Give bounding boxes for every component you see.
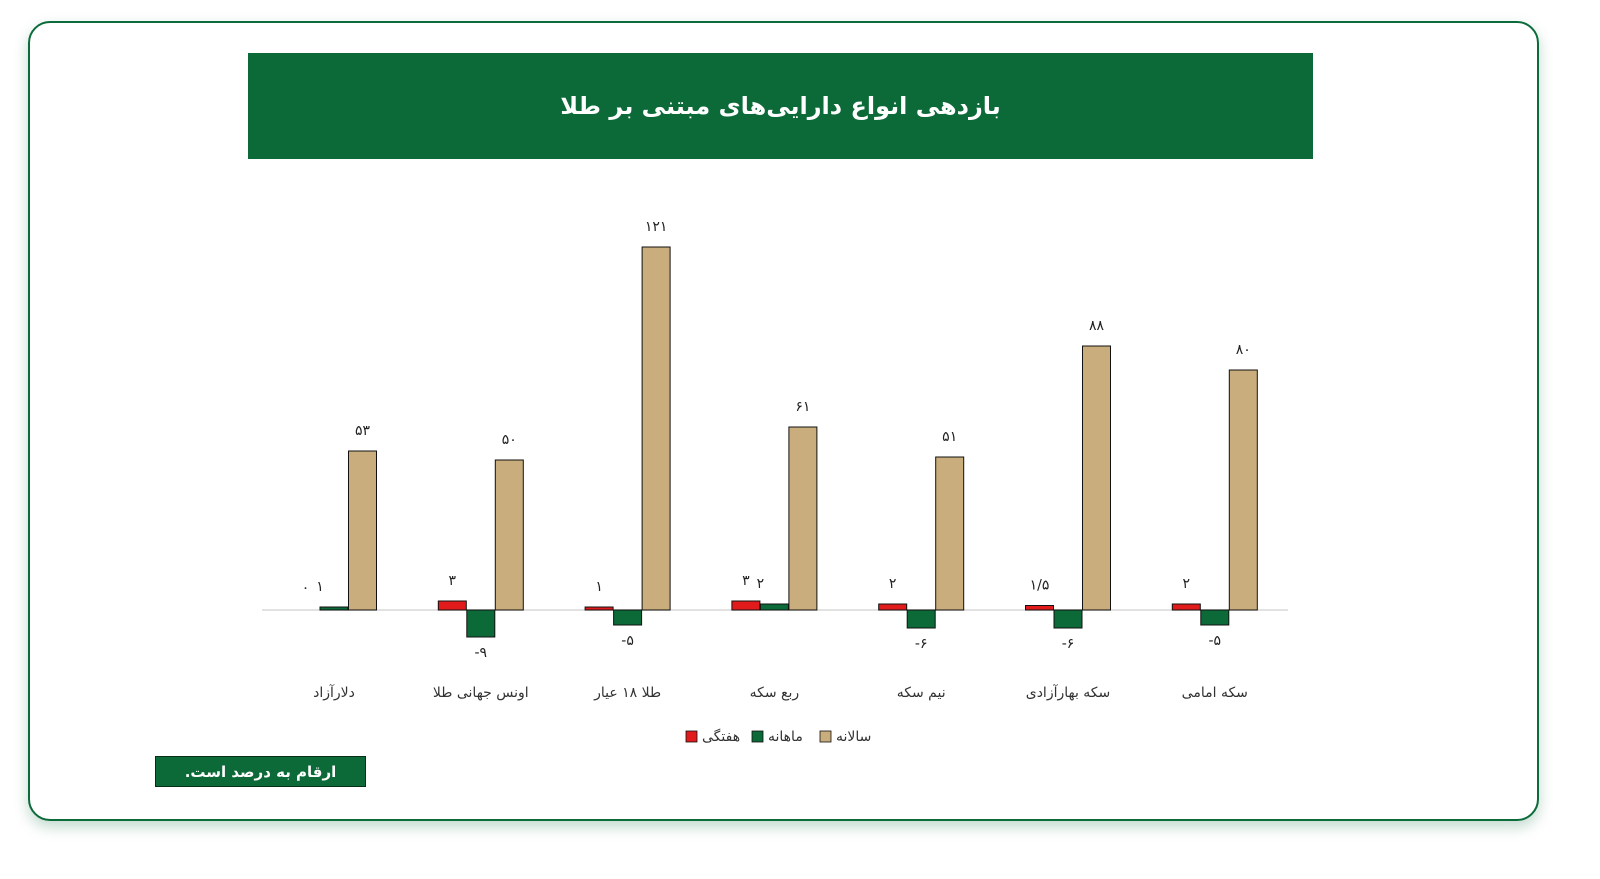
bar-monthly — [466, 609, 496, 638]
legend-label: سالانه — [836, 729, 871, 745]
data-label: ۲ — [889, 576, 897, 592]
legend-swatch — [751, 730, 764, 743]
legend-label: هفتگی — [702, 728, 740, 745]
data-label: ۶۱ — [795, 399, 810, 415]
data-label: ۳ — [742, 573, 750, 589]
footnote-box: ارقام به درصد است. — [155, 756, 366, 787]
title-banner: بازدهی انواع دارایی‌های مبتنی بر طلا — [248, 53, 1313, 159]
data-label: ۲ — [1183, 576, 1191, 592]
data-label: -۹ — [475, 645, 488, 661]
data-label: ۵۰ — [502, 432, 517, 448]
data-label: ۲ — [757, 576, 765, 592]
bar-monthly — [319, 606, 349, 611]
data-label: ۰ — [302, 580, 310, 596]
data-label: ۱۲۱ — [645, 219, 668, 235]
bar-weekly — [584, 606, 614, 611]
category-label: ربع سکه — [750, 685, 800, 701]
legend-swatch — [819, 730, 832, 743]
data-label: -۵ — [621, 633, 634, 649]
category-label: سکه امامی — [1182, 685, 1248, 701]
category-label: اونس جهانی طلا — [433, 685, 529, 701]
data-label: ۸۰ — [1236, 342, 1251, 358]
footnote-text: ارقام به درصد است. — [184, 762, 337, 781]
bar-yearly — [1082, 345, 1111, 611]
data-label: ۸۸ — [1089, 318, 1105, 334]
data-label: -۶ — [1062, 636, 1075, 652]
bar-monthly — [613, 609, 643, 626]
category-label: طلا ۱۸ عیار — [593, 685, 661, 701]
bar-yearly — [348, 450, 377, 611]
data-label: ۵۱ — [942, 429, 957, 445]
chart-title: بازدهی انواع دارایی‌های مبتنی بر طلا — [560, 92, 1001, 120]
bar-yearly — [1228, 369, 1258, 611]
data-label: -۶ — [915, 636, 928, 652]
data-label: ۱/۵ — [1030, 578, 1050, 594]
bar-weekly — [437, 600, 467, 611]
bar-monthly — [906, 609, 936, 629]
bar-monthly — [1200, 609, 1230, 626]
legend-label: ماهانه — [768, 729, 803, 745]
bar-monthly — [759, 603, 789, 611]
category-label: دلارآزاد — [313, 684, 355, 701]
legend-swatch — [685, 730, 698, 743]
data-label: ۳ — [449, 573, 457, 589]
bar-weekly — [878, 603, 908, 611]
bar-yearly — [494, 459, 524, 611]
bar-monthly — [1053, 609, 1083, 629]
bar-weekly — [1171, 603, 1201, 611]
data-label: ۱ — [595, 579, 603, 595]
bar-weekly — [1025, 605, 1054, 611]
bar-yearly — [641, 246, 671, 611]
data-label: -۵ — [1209, 633, 1222, 649]
data-label: ۱ — [316, 579, 324, 595]
bar-yearly — [935, 456, 965, 611]
category-label: نیم سکه — [897, 685, 946, 701]
category-label: سکه بهارآزادی — [1026, 684, 1111, 701]
data-label: ۵۳ — [355, 423, 371, 439]
bar-yearly — [788, 426, 818, 611]
bar-weekly — [731, 600, 761, 611]
